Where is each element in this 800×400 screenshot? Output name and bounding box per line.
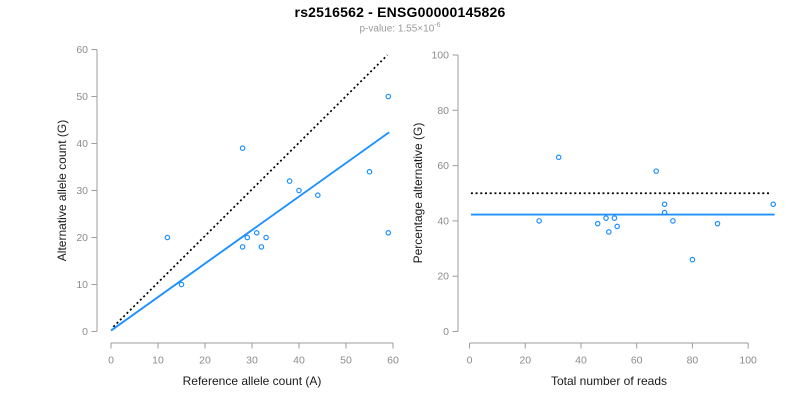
data-point	[661, 201, 668, 208]
data-point	[286, 178, 293, 184]
data-point	[178, 281, 185, 288]
y-tick-label: 50	[76, 91, 88, 103]
data-point	[614, 223, 620, 230]
figure-subtitle: p-value: 1.55×10-6	[0, 22, 800, 34]
y-tick-label: 10	[76, 279, 88, 291]
x-tick-label: 30	[246, 355, 258, 367]
left-y-axis-title: Alternative allele count (G)	[55, 120, 69, 261]
y-tick-label: 0	[82, 326, 88, 338]
right-scatter-panel: 0 20 40 60 80 100 0 20 40 60 80 100	[431, 50, 777, 367]
data-point	[653, 168, 659, 174]
x-tick-label: 100	[739, 355, 757, 367]
left-scatter-panel: 0 10 20 30 40 50 60 0 10 20 30 40 50 60	[76, 44, 399, 367]
y-tick-label: 80	[437, 105, 449, 117]
data-point	[263, 234, 269, 241]
data-point	[714, 220, 721, 227]
y-tick-label: 20	[437, 271, 449, 283]
y-tick-label: 100	[431, 50, 449, 62]
data-point	[164, 234, 171, 241]
x-tick-label: 0	[467, 355, 473, 367]
p-value-exponent: -6	[434, 22, 441, 29]
data-point	[258, 244, 265, 250]
x-tick-label: 20	[519, 355, 531, 367]
y-tick-label: 40	[437, 215, 449, 227]
data-point	[689, 256, 696, 263]
data-point	[555, 154, 562, 161]
data-point	[385, 93, 392, 100]
y-tick-label: 30	[76, 185, 88, 197]
data-point	[536, 218, 542, 224]
data-point	[606, 229, 612, 235]
data-point	[366, 168, 373, 175]
data-point	[594, 220, 601, 227]
p-value-label: p-value: 1.55×10	[359, 23, 435, 35]
data-point	[239, 244, 246, 250]
data-point	[239, 145, 246, 152]
data-point	[314, 192, 321, 199]
y-tick-label: 60	[76, 44, 88, 56]
regression-line	[110, 131, 390, 332]
data-point	[253, 230, 260, 236]
y-tick-label: 20	[76, 232, 88, 244]
left-x-axis-title: Reference allele count (A)	[183, 374, 322, 388]
data-point	[661, 209, 668, 216]
y-tick-label: 0	[443, 326, 449, 338]
right-y-axis-title: Percentage alternative (G)	[411, 123, 425, 264]
x-tick-label: 20	[199, 355, 211, 367]
data-point	[603, 215, 609, 221]
data-point	[385, 230, 392, 236]
x-tick-label: 40	[575, 355, 587, 367]
x-tick-label: 50	[340, 355, 352, 367]
x-tick-label: 80	[687, 355, 699, 367]
data-point	[296, 187, 302, 194]
x-tick-label: 60	[631, 355, 643, 367]
data-point	[770, 201, 777, 208]
y-tick-label: 40	[76, 138, 88, 150]
x-tick-label: 60	[387, 355, 399, 367]
x-tick-label: 10	[152, 355, 164, 367]
data-point	[244, 234, 251, 241]
figure-title: rs2516562 - ENSG00000145826	[294, 4, 506, 20]
data-point	[670, 218, 676, 224]
right-x-axis-title: Total number of reads	[551, 374, 667, 388]
data-point	[611, 215, 618, 221]
x-tick-label: 0	[108, 355, 114, 367]
x-tick-label: 40	[293, 355, 305, 367]
identity-line	[112, 54, 388, 328]
y-tick-label: 60	[437, 160, 449, 172]
